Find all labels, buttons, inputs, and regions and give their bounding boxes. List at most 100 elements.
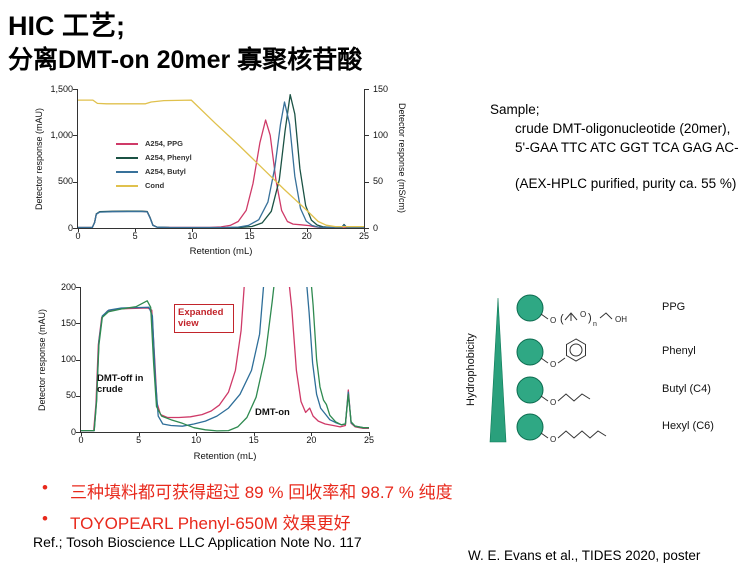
y-tick-mark [76, 432, 81, 433]
sample-text-line2: crude DMT-oligonucleotide (20mer), [515, 121, 731, 136]
ligand-label-phenyl: Phenyl [662, 345, 696, 357]
x-tick-mark [306, 228, 308, 232]
legend-swatch [116, 142, 138, 145]
legend-item: Cond [116, 181, 192, 190]
bead-icon [516, 413, 544, 441]
page-title-line2: 分离DMT-on 20mer 寡聚核苷酸 [8, 46, 363, 74]
legend-label: Cond [145, 181, 165, 190]
series-a254-phenyl [81, 287, 369, 432]
legend-item: A254, Butyl [116, 167, 192, 176]
top-x-axis-label: Retention (mL) [189, 246, 253, 257]
y-tick-label: 100 [60, 354, 76, 364]
x-tick-label: 15 [244, 231, 255, 241]
y-tick-mark [76, 359, 81, 361]
x-tick-label: 5 [136, 435, 142, 445]
x-tick-mark [249, 228, 251, 232]
atom-label: n [593, 321, 597, 328]
x-tick-label: 25 [363, 435, 374, 445]
x-tick-mark [192, 228, 194, 232]
top-chromatogram-plot: Detector response (mAU) Detector respons… [34, 84, 407, 258]
annotation-dmt-off-in-crude: DMT-off in crude [97, 373, 144, 396]
x-tick-mark [364, 228, 365, 232]
y-tick-mark-right [364, 181, 369, 183]
bullet-item: 三种填料都可获得超过 89 % 回收率和 98.7 % 纯度 [40, 478, 453, 503]
x-tick-label: 20 [301, 231, 312, 241]
bead-icon [516, 294, 544, 322]
legend-item: A254, PPG [116, 139, 192, 148]
ligand-structures-canvas: O ( O)n OH O O O [489, 294, 627, 444]
y-tick-label: 1,000 [50, 129, 73, 140]
ligand-label-hexyl: Hexyl (C6) [662, 420, 714, 432]
annotation-dmt-on: DMT-on [255, 407, 290, 418]
bullet-item: TOYOPEARL Phenyl-650M 效果更好 [40, 509, 453, 534]
y-tick-mark [73, 181, 78, 183]
y-tick-label-right: 100 [373, 129, 389, 140]
sample-text-line3: 5'-GAA TTC ATC GGT TCA GAG AC- [515, 140, 739, 155]
y-tick-mark [73, 89, 78, 90]
series-a254-ppg [81, 287, 369, 432]
atom-label: ( [560, 313, 564, 325]
atom-label: O [550, 435, 556, 444]
x-tick-label: 10 [187, 231, 198, 241]
x-tick-label: 20 [306, 435, 317, 445]
bottom-chromatogram-plot: Detector response (mAU) Retention (mL) 0… [37, 282, 374, 463]
ligand-diagram: Hydrophobicity O(O) n OH O O O PPG Phenyl Butyl … [460, 285, 746, 465]
legend-label: A254, Butyl [145, 167, 186, 176]
legend-label: A254, PPG [145, 139, 183, 148]
bead-icon [516, 376, 544, 404]
reference-text: Ref.; Tosoh Bioscience LLC Application N… [33, 534, 362, 550]
credit-text: W. E. Evans et al., TIDES 2020, poster [468, 548, 701, 563]
series-a254-butyl [78, 101, 364, 228]
y-tick-label: 0 [70, 426, 76, 437]
sample-heading: Sample; [490, 102, 540, 117]
y-tick-mark [76, 323, 81, 325]
legend-swatch [116, 184, 138, 187]
sample-description: Sample; crude DMT-oligonucleotide (20mer… [490, 100, 739, 193]
x-tick-mark [196, 432, 198, 436]
top-y-axis-label-right: Detector response (mS/cm) [397, 103, 407, 214]
page-title-line1: HIC 工艺; [8, 11, 125, 41]
ligand-label-butyl: Butyl (C4) [662, 383, 711, 395]
legend: A254, PPG A254, Phenyl A254, Butyl Cond [116, 139, 192, 190]
x-tick-mark [78, 228, 79, 232]
y-tick-mark-right [364, 89, 369, 90]
x-tick-mark [138, 432, 140, 436]
top-y-axis-label-left: Detector response (mAU) [34, 107, 44, 210]
conclusion-bullets: 三种填料都可获得超过 89 % 回收率和 98.7 % 纯度 TOYOPEARL… [40, 478, 453, 540]
atom-label: O [550, 398, 556, 407]
legend-label: A254, Phenyl [145, 153, 192, 162]
hydrophobicity-wedge-icon [489, 297, 507, 443]
x-tick-label: 0 [75, 231, 81, 241]
y-tick-mark-right [364, 228, 369, 229]
y-tick-label: 0 [67, 222, 73, 233]
legend-swatch [116, 170, 138, 173]
atom-label: O [580, 310, 586, 319]
sample-text-line4: (AEX-HPLC purified, purity ca. 55 %) [515, 176, 737, 191]
atom-label: ) [588, 312, 592, 324]
x-tick-label: 10 [191, 435, 202, 445]
annotation-expanded-view: Expanded view [174, 304, 234, 333]
atom-label: O [550, 360, 556, 369]
x-tick-label: 25 [358, 231, 369, 241]
bottom-chromatogram-canvas [81, 287, 369, 432]
y-tick-mark [73, 135, 78, 137]
atom-label: OH [615, 315, 627, 324]
y-tick-label-right: 50 [373, 176, 384, 187]
bottom-x-axis-label: Retention (mL) [193, 451, 257, 462]
ligand-label-ppg: PPG [662, 301, 686, 313]
x-tick-mark [253, 432, 255, 436]
x-tick-label: 15 [248, 435, 259, 445]
legend-item: A254, Phenyl [116, 153, 192, 162]
bead-icon [516, 338, 544, 366]
y-tick-mark [73, 228, 78, 229]
atom-label: O [550, 316, 556, 325]
y-tick-mark [76, 287, 81, 288]
x-tick-mark [369, 432, 370, 436]
benzene-ring-icon [566, 338, 586, 362]
top-chromatogram-canvas [78, 93, 364, 228]
x-tick-mark [81, 432, 82, 436]
x-tick-mark [311, 432, 313, 436]
y-tick-mark-right [364, 135, 369, 137]
legend-swatch [116, 156, 138, 159]
series-cond [78, 99, 364, 228]
